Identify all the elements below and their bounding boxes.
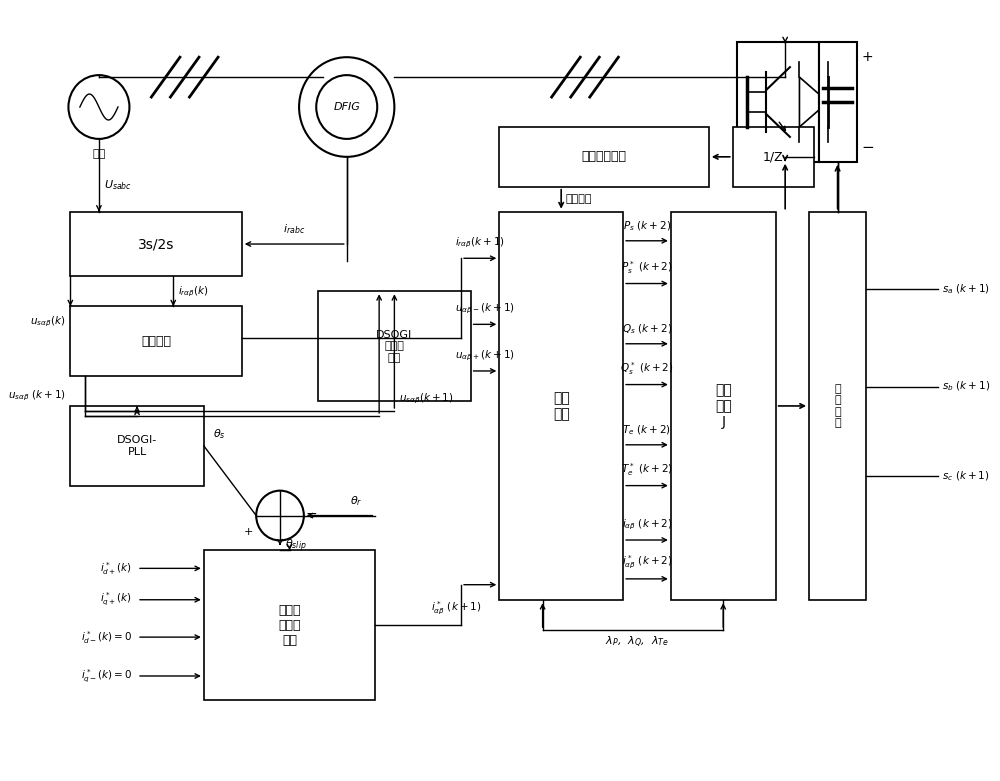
Text: 1/Z: 1/Z — [763, 150, 784, 163]
Text: $\theta_r$: $\theta_r$ — [350, 494, 362, 508]
Bar — [499, 212, 623, 601]
Bar — [70, 212, 242, 276]
Text: $i^*_{q+}(k)$: $i^*_{q+}(k)$ — [100, 591, 132, 608]
Text: $u_{s\alpha\beta}(k)$: $u_{s\alpha\beta}(k)$ — [30, 315, 66, 330]
Text: 误差
函数
J: 误差 函数 J — [715, 383, 732, 429]
Text: −: − — [861, 140, 874, 155]
Text: $Q_s\ (k+2)$: $Q_s\ (k+2)$ — [622, 323, 672, 336]
Text: DSOGI
正负序
分解: DSOGI 正负序 分解 — [376, 330, 413, 362]
Text: $s_b\ (k+1)$: $s_b\ (k+1)$ — [942, 380, 991, 394]
Text: 电网: 电网 — [92, 149, 106, 159]
Text: $U_{sabc}$: $U_{sabc}$ — [104, 178, 132, 191]
Text: $i_{r\alpha\beta}(k+1)$: $i_{r\alpha\beta}(k+1)$ — [455, 236, 505, 250]
Text: DFIG: DFIG — [333, 102, 360, 112]
Bar — [204, 551, 375, 700]
Text: $P_s\ (k+2)$: $P_s\ (k+2)$ — [623, 219, 671, 233]
Text: $u_{s\alpha\beta}\ (k+1)$: $u_{s\alpha\beta}\ (k+1)$ — [8, 389, 66, 403]
Text: 3s/2s: 3s/2s — [138, 237, 174, 251]
Bar — [70, 406, 204, 486]
Text: 预测
控制: 预测 控制 — [553, 390, 570, 421]
Text: −: − — [306, 507, 317, 521]
Text: $i_{r\alpha\beta}(k)$: $i_{r\alpha\beta}(k)$ — [178, 284, 209, 298]
Text: $P_s^*\ (k+2)$: $P_s^*\ (k+2)$ — [621, 259, 673, 276]
Text: +: + — [244, 527, 253, 537]
Text: $T_e\ (k+2)$: $T_e\ (k+2)$ — [622, 423, 671, 437]
Text: $i^*_{d-}(k)=0$: $i^*_{d-}(k)=0$ — [81, 629, 132, 646]
Bar — [318, 291, 471, 401]
Bar — [70, 306, 242, 376]
Bar — [819, 42, 857, 162]
Text: $i^*_{d+}(k)$: $i^*_{d+}(k)$ — [100, 560, 132, 576]
Text: 电流参
考指令
计算: 电流参 考指令 计算 — [278, 604, 301, 647]
Bar — [499, 127, 709, 187]
Text: $i^*_{\alpha\beta}\ (k+1)$: $i^*_{\alpha\beta}\ (k+1)$ — [431, 600, 482, 617]
Text: $i^*_{q-}(k)=0$: $i^*_{q-}(k)=0$ — [81, 667, 132, 685]
Text: $u_{\alpha\beta+}(k+1)$: $u_{\alpha\beta+}(k+1)$ — [455, 348, 515, 363]
Text: $\theta_{slip}$: $\theta_{slip}$ — [285, 537, 307, 554]
Text: 矢
量
选
择: 矢 量 选 择 — [834, 383, 841, 428]
Bar — [809, 212, 866, 601]
Text: $i_{rabc}$: $i_{rabc}$ — [283, 223, 305, 236]
Text: $u_{s\alpha\beta}(k+1)$: $u_{s\alpha\beta}(k+1)$ — [399, 391, 454, 406]
Text: 矢量选择优化: 矢量选择优化 — [582, 150, 627, 163]
Bar — [737, 42, 819, 162]
Text: 备选矢量: 备选矢量 — [566, 194, 592, 204]
Text: $\lambda_P$,  $\lambda_Q$,  $\lambda_{Te}$: $\lambda_P$, $\lambda_Q$, $\lambda_{Te}$ — [605, 635, 669, 651]
Bar — [671, 212, 776, 601]
Text: $i_{\alpha\beta}^*\ (k+2)$: $i_{\alpha\beta}^*\ (k+2)$ — [622, 554, 672, 571]
Bar — [733, 127, 814, 187]
Text: $s_c\ (k+1)$: $s_c\ (k+1)$ — [942, 469, 990, 483]
Text: +: + — [861, 49, 873, 63]
Text: $Q_s^*\ (k+2)$: $Q_s^*\ (k+2)$ — [620, 360, 674, 376]
Text: 延时补偿: 延时补偿 — [141, 335, 171, 348]
Text: $s_a\ (k+1)$: $s_a\ (k+1)$ — [942, 283, 990, 296]
Text: $\theta_s$: $\theta_s$ — [213, 427, 226, 440]
Text: $u_{\alpha\beta-}(k+1)$: $u_{\alpha\beta-}(k+1)$ — [455, 302, 515, 316]
Text: $T_e^*\ (k+2)$: $T_e^*\ (k+2)$ — [621, 461, 673, 478]
Text: $i_{\alpha\beta}\ (k+2)$: $i_{\alpha\beta}\ (k+2)$ — [622, 518, 672, 532]
Text: DSOGI-
PLL: DSOGI- PLL — [117, 435, 157, 457]
